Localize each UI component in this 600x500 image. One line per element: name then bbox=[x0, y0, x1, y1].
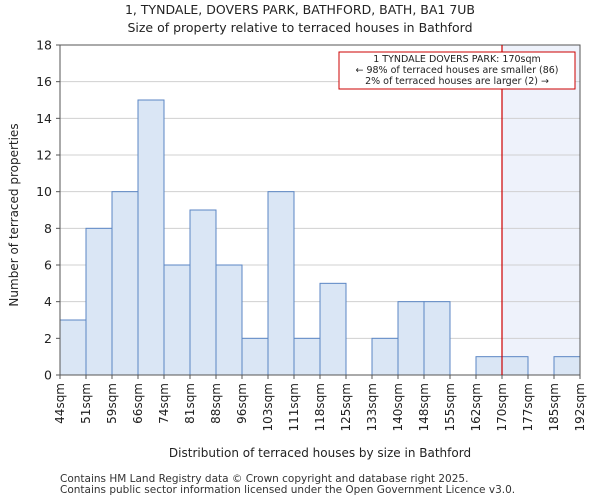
bar-59sqm bbox=[111, 191, 139, 376]
x-tick-label: 133sqm bbox=[365, 383, 379, 431]
y-tick-label: 8 bbox=[44, 221, 52, 236]
x-tick-label: 51sqm bbox=[79, 383, 93, 424]
footer-line-2: Contains public sector information licen… bbox=[60, 484, 516, 496]
x-tick-label: 118sqm bbox=[313, 383, 327, 431]
annotation-line-2: ← 98% of terraced houses are smaller (86… bbox=[355, 65, 558, 76]
bar-51sqm bbox=[85, 227, 113, 376]
x-tick-label: 66sqm bbox=[131, 383, 145, 424]
bar-81sqm bbox=[189, 209, 217, 376]
x-tick-label: 44sqm bbox=[53, 383, 67, 424]
bar-44sqm bbox=[59, 319, 87, 376]
bar-111sqm bbox=[293, 337, 321, 376]
y-tick-label: 18 bbox=[36, 38, 52, 53]
x-tick-label: 192sqm bbox=[573, 383, 587, 431]
annotation-line-1: 1 TYNDALE DOVERS PARK: 170sqm bbox=[373, 54, 541, 65]
y-tick-label: 10 bbox=[36, 184, 52, 199]
bar-103sqm bbox=[267, 191, 295, 376]
chart-title: 1, TYNDALE, DOVERS PARK, BATHFORD, BATH,… bbox=[124, 2, 476, 17]
bar-74sqm bbox=[163, 264, 191, 376]
x-tick-label: 148sqm bbox=[417, 383, 431, 431]
footer-line-1: Contains HM Land Registry data © Crown c… bbox=[60, 473, 469, 485]
x-tick-label: 140sqm bbox=[391, 383, 405, 431]
x-tick-label: 170sqm bbox=[495, 383, 509, 431]
y-tick-label: 0 bbox=[44, 368, 52, 383]
y-tick-label: 12 bbox=[36, 148, 52, 163]
annotation-box bbox=[338, 51, 576, 90]
bar-148sqm bbox=[423, 301, 451, 376]
bar-66sqm bbox=[137, 99, 165, 376]
x-tick-label: 96sqm bbox=[235, 383, 249, 424]
y-tick-label: 16 bbox=[36, 74, 52, 89]
x-tick-label: 125sqm bbox=[339, 383, 353, 431]
bar-88sqm bbox=[215, 264, 243, 376]
y-tick-label: 4 bbox=[44, 294, 52, 309]
y-tick-label: 14 bbox=[36, 111, 52, 126]
y-tick-label: 2 bbox=[44, 331, 52, 346]
x-tick-label: 177sqm bbox=[521, 383, 535, 431]
y-tick-label: 6 bbox=[44, 258, 52, 273]
bar-170sqm bbox=[501, 356, 529, 376]
bar-118sqm bbox=[319, 282, 347, 376]
bar-140sqm bbox=[397, 301, 425, 376]
x-tick-label: 162sqm bbox=[469, 383, 483, 431]
x-tick-label: 59sqm bbox=[105, 383, 119, 424]
x-tick-label: 81sqm bbox=[183, 383, 197, 424]
chart-subtitle: Size of property relative to terraced ho… bbox=[127, 20, 473, 35]
x-tick-label: 185sqm bbox=[547, 383, 561, 431]
bar-96sqm bbox=[241, 337, 269, 376]
bar-133sqm bbox=[371, 337, 399, 376]
bar-185sqm bbox=[553, 356, 581, 376]
annotation-line-3: 2% of terraced houses are larger (2) → bbox=[365, 76, 549, 87]
highlight-region bbox=[502, 45, 580, 375]
x-tick-label: 111sqm bbox=[287, 383, 301, 431]
x-tick-label: 88sqm bbox=[209, 383, 223, 424]
x-axis-label: Distribution of terraced houses by size … bbox=[169, 446, 471, 460]
bar-162sqm bbox=[475, 356, 503, 376]
y-axis-label: Number of terraced properties bbox=[7, 123, 21, 306]
x-tick-label: 103sqm bbox=[261, 383, 275, 431]
x-tick-label: 155sqm bbox=[443, 383, 457, 431]
x-tick-label: 74sqm bbox=[157, 383, 171, 424]
